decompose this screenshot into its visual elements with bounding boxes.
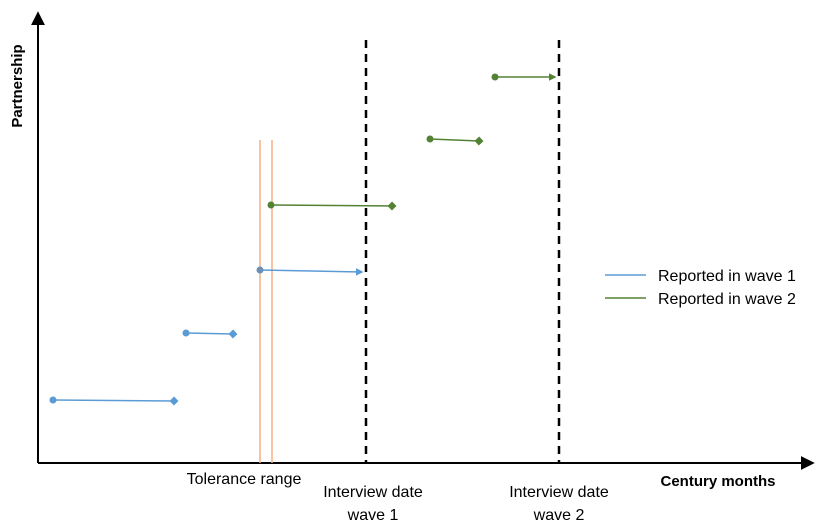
legend-label-wave1: Reported in wave 1 bbox=[658, 268, 796, 285]
wave2-partnership-3-start bbox=[491, 73, 499, 81]
wave2-segments bbox=[267, 73, 557, 211]
wave1-partnership-3 bbox=[259, 268, 364, 276]
legend: Reported in wave 1 Reported in wave 2 bbox=[605, 268, 796, 308]
x-axis-label: Century months bbox=[660, 473, 775, 490]
wave1-partnership-2-start bbox=[182, 329, 190, 337]
wave1-partnership-1 bbox=[52, 396, 179, 406]
interview-date-wave1-label-line2: wave 1 bbox=[347, 507, 399, 523]
tolerance-range-label: Tolerance range bbox=[187, 471, 302, 488]
wave2-partnership-2-start bbox=[426, 135, 434, 143]
wave2-partnership-2 bbox=[429, 136, 484, 146]
wave1-partnership-2 bbox=[185, 329, 238, 339]
wave2-partnership-1 bbox=[270, 201, 397, 211]
wave1-partnership-1-start bbox=[49, 396, 57, 404]
y-axis-label: Partnership bbox=[9, 44, 26, 127]
interview-date-wave2-label-line1: Interview date bbox=[509, 484, 609, 501]
wave1-segments bbox=[49, 266, 364, 406]
wave1-partnership-3-start bbox=[256, 266, 264, 274]
wave2-partnership-1-start bbox=[267, 201, 275, 209]
legend-label-wave2: Reported in wave 2 bbox=[658, 291, 796, 308]
interview-date-wave2-label-line2: wave 2 bbox=[533, 507, 585, 523]
interview-date-wave1-label-line1: Interview date bbox=[323, 484, 423, 501]
